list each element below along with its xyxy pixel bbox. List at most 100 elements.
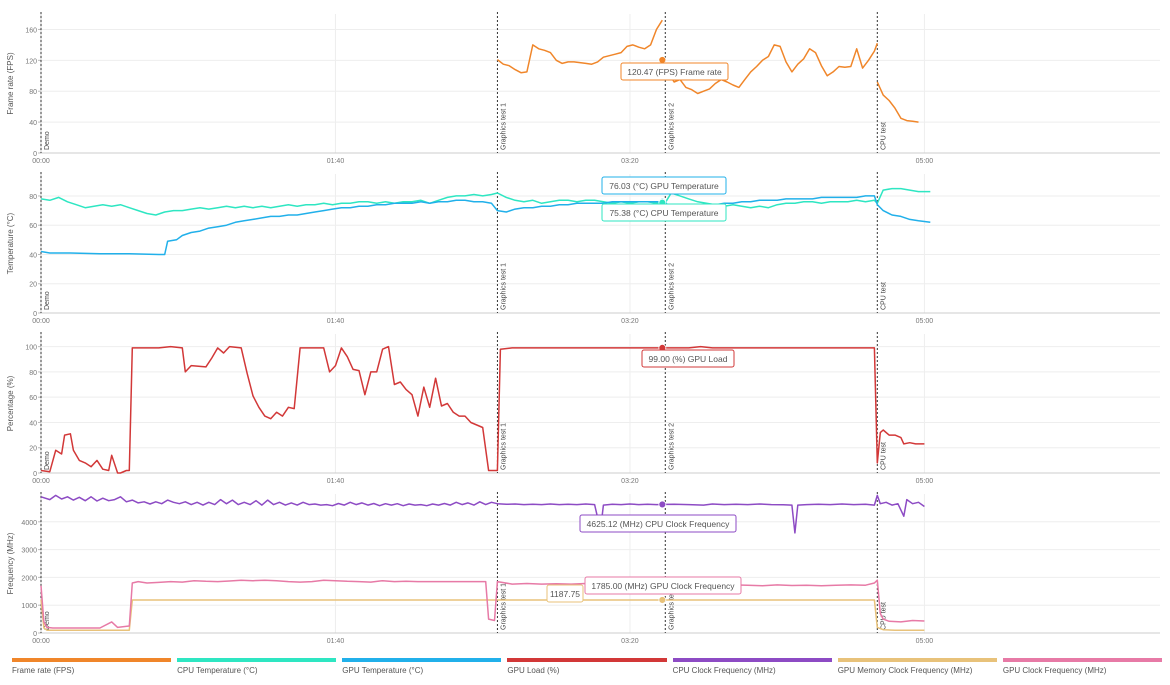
tooltip-box	[584, 576, 742, 595]
y-tick-label: 0	[33, 151, 37, 158]
y-tick-label: 60	[29, 395, 37, 402]
y-tick-label: 0	[33, 631, 37, 638]
legend-item[interactable]: CPU Clock Frequency (MHz)	[672, 658, 832, 680]
marker-label: Graphics test 2	[668, 423, 675, 470]
marker-label: Demo	[44, 451, 51, 470]
legend-item[interactable]: GPU Memory Clock Frequency (MHz)	[837, 658, 997, 680]
legend-label: GPU Clock Frequency (MHz)	[1002, 666, 1107, 675]
y-tick-label: 80	[29, 194, 37, 201]
tooltip: 1785.00 (MHz) GPU Clock Frequency	[584, 576, 742, 595]
tooltip: 99.00 (%) GPU Load	[641, 349, 735, 368]
tooltip-box	[641, 349, 735, 368]
y-axis-label: Percentage (%)	[6, 375, 15, 431]
y-tick-label: 2000	[21, 575, 37, 582]
series-line-gpu-memory-clock-frequency-mhz-	[40, 599, 925, 631]
y-axis-label: Frequency (MHz)	[6, 532, 15, 594]
x-tick-label: 01:40	[327, 478, 345, 485]
x-tick-label: 00:00	[32, 478, 50, 485]
legend-item[interactable]: CPU Temperature (°C)	[177, 658, 337, 680]
tooltip-box	[601, 176, 727, 195]
tooltip-text: 120.47 (FPS) Frame rate	[627, 67, 722, 77]
y-tick-label: 40	[29, 252, 37, 259]
legend-item[interactable]: Frame rate (FPS)	[12, 658, 172, 680]
legend-label: Frame rate (FPS)	[12, 666, 75, 675]
tooltip-text: 76.03 (°C) GPU Temperature	[609, 181, 719, 191]
tooltip-text: 1785.00 (MHz) GPU Clock Frequency	[591, 581, 735, 591]
chart-panel-1: 0 40 80 120 160 00:00 01:40 03:20 05:00 Frame rat…	[6, 12, 1160, 165]
x-tick-label: 01:40	[327, 318, 345, 325]
series-line-frame-rate-fps-	[664, 43, 879, 95]
y-tick-label: 160	[25, 27, 37, 34]
tooltip-text: 99.00 (%) GPU Load	[649, 354, 728, 364]
hover-point	[658, 596, 667, 604]
legend-item[interactable]: GPU Clock Frequency (MHz)	[1002, 658, 1162, 680]
legend-swatch	[507, 658, 667, 662]
x-tick-label: 00:00	[32, 318, 50, 325]
legend-item[interactable]: GPU Load (%)	[507, 658, 667, 680]
x-tick-label: 03:20	[621, 478, 639, 485]
marker-label: Graphics test 2	[668, 583, 675, 630]
charts-canvas: 0 40 80 120 160 00:00 01:40 03:20 05:00 Frame rat…	[6, 12, 1160, 645]
y-tick-label: 3000	[21, 548, 37, 555]
tooltip-box	[546, 584, 584, 603]
x-tick-label: 05:00	[916, 158, 934, 165]
marker-label: Graphics test 1	[500, 103, 507, 150]
y-axis-label: Frame rate (FPS)	[6, 52, 15, 115]
legend-label: CPU Clock Frequency (MHz)	[672, 666, 776, 675]
y-tick-label: 20	[29, 282, 37, 289]
tooltip: 4625.12 (MHz) CPU Clock Frequency	[579, 514, 737, 533]
series-line-gpu-load-	[40, 345, 925, 474]
x-tick-label: 03:20	[621, 158, 639, 165]
x-tick-label: 00:00	[32, 158, 50, 165]
tooltip-box	[620, 62, 729, 81]
y-tick-label: 60	[29, 223, 37, 230]
y-tick-label: 80	[29, 370, 37, 377]
y-tick-label: 80	[29, 89, 37, 96]
chart-panel-4: 0 1000 2000 3000 4000 00:00 01:40 03:20 05:00 Fre…	[6, 492, 1160, 645]
y-tick-label: 40	[29, 420, 37, 427]
marker-label: Graphics test 1	[500, 263, 507, 310]
y-tick-label: 0	[33, 471, 37, 478]
legend: Frame rate (FPS) CPU Temperature (°C) GPU …	[12, 658, 1162, 680]
chart-panel-3: 0 20 40 60 80 100 00:00 01:40 03:20 05:00 Percenta…	[6, 332, 1160, 485]
y-tick-label: 1000	[21, 603, 37, 610]
series-line-cpu-temperature-c-	[40, 187, 931, 216]
tooltip-box	[601, 203, 727, 222]
hover-point	[658, 500, 667, 509]
series-line-gpu-clock-frequency-mhz-	[40, 579, 925, 629]
y-axis-label: Temperature (°C)	[6, 212, 15, 274]
series-line-gpu-temperature-c-	[40, 195, 931, 256]
legend-label: CPU Temperature (°C)	[177, 666, 258, 675]
series-line-cpu-clock-frequency-mhz-	[40, 494, 925, 534]
chart-panel-2: 0 20 40 60 80 00:00 01:40 03:20 05:00 Temperature…	[6, 172, 1160, 325]
tooltip: 76.03 (°C) GPU Temperature	[601, 176, 727, 195]
y-tick-label: 4000	[21, 520, 37, 527]
tooltip-text: 4625.12 (MHz) CPU Clock Frequency	[587, 519, 730, 529]
hover-point	[658, 56, 667, 64]
x-tick-label: 05:00	[916, 478, 934, 485]
marker-label: Graphics test 1	[500, 583, 507, 630]
x-tick-label: 05:00	[916, 318, 934, 325]
x-tick-label: 01:40	[327, 638, 345, 645]
legend-swatch	[672, 658, 832, 662]
legend-item[interactable]: GPU Temperature (°C)	[342, 658, 502, 680]
tooltip-text: 1187.75	[550, 589, 580, 599]
marker-label: Graphics test 1	[500, 423, 507, 470]
y-tick-label: 0	[33, 311, 37, 318]
y-tick-label: 40	[29, 120, 37, 127]
tooltip: 120.47 (FPS) Frame rate	[620, 62, 729, 81]
marker-label: Demo	[44, 131, 51, 150]
marker-label: CPU test	[880, 122, 887, 150]
x-tick-label: 01:40	[327, 158, 345, 165]
marker-label: Demo	[44, 291, 51, 310]
x-tick-label: 00:00	[32, 638, 50, 645]
x-tick-label: 05:00	[916, 638, 934, 645]
legend-label: GPU Memory Clock Frequency (MHz)	[837, 666, 973, 675]
series-line-frame-rate-fps-	[496, 19, 663, 74]
legend-swatch	[342, 658, 502, 662]
marker-label: CPU test	[880, 602, 887, 630]
legend-swatch	[837, 658, 997, 662]
legend-label: GPU Load (%)	[507, 666, 560, 675]
legend-label: GPU Temperature (°C)	[342, 666, 424, 675]
